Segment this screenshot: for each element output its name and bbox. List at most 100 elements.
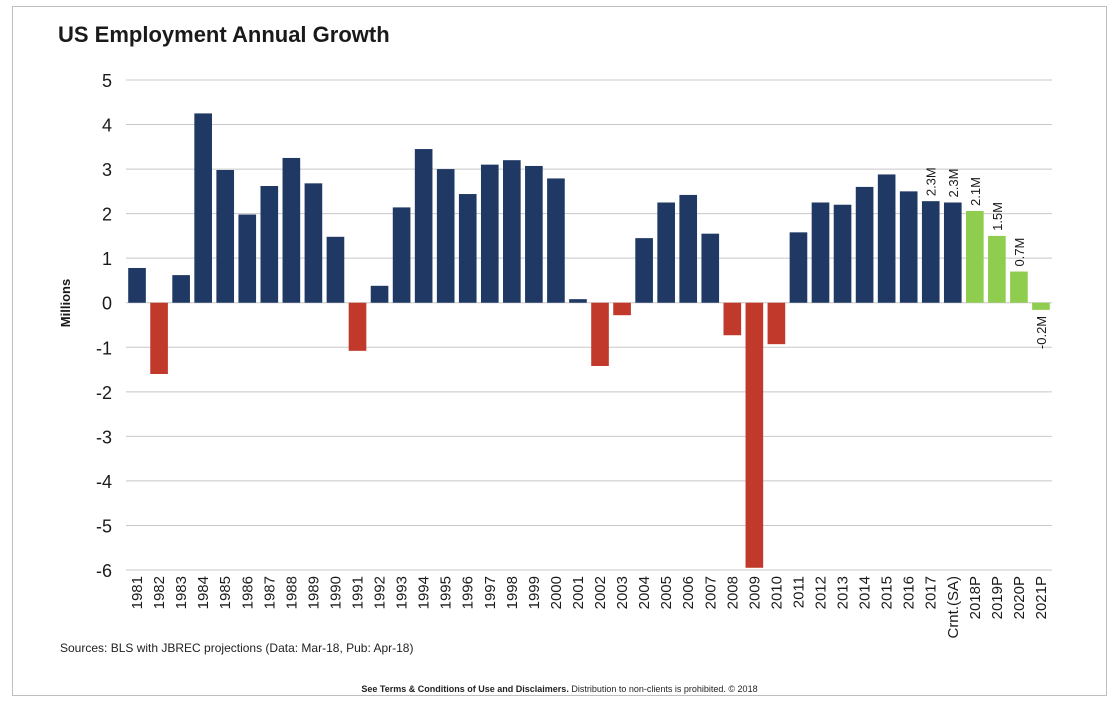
bar-1985 — [216, 169, 235, 303]
bar-1993 — [392, 207, 411, 303]
bar-2017 — [921, 201, 940, 303]
x-tick-label: 1997 — [482, 576, 499, 609]
y-tick-label: 2 — [102, 205, 112, 225]
bar-1987 — [260, 186, 279, 303]
x-tick-label: 1981 — [129, 576, 146, 609]
x-tick-label: 2017 — [923, 576, 940, 609]
bar-2006 — [679, 194, 698, 303]
data-label: -0.2M — [1034, 316, 1049, 349]
x-tick-label: 2010 — [768, 576, 785, 609]
bar-1994 — [414, 149, 433, 303]
y-tick-label: 5 — [102, 71, 112, 91]
bar-2001 — [569, 299, 587, 303]
bar-2020P — [1010, 271, 1028, 303]
x-tick-label: 1982 — [151, 576, 168, 609]
bar-2012 — [811, 202, 830, 303]
x-tick-label: 1994 — [416, 576, 433, 609]
bar-2016 — [899, 191, 918, 303]
bar-2019P — [988, 235, 1006, 303]
x-tick-label: 1989 — [305, 576, 322, 609]
bar-1986 — [238, 214, 257, 303]
x-tick-label: 1995 — [438, 576, 455, 609]
bar-1996 — [458, 194, 477, 303]
bars — [128, 113, 1050, 568]
x-tick-label: 2004 — [636, 576, 653, 609]
bar-1981 — [128, 267, 146, 303]
bar-Crnt.(SA) — [943, 202, 962, 303]
bar-2008 — [723, 302, 742, 336]
y-tick-label: -1 — [96, 338, 112, 358]
data-label: 2.3M — [946, 169, 961, 198]
x-tick-label: 1998 — [504, 576, 521, 609]
bar-2014 — [855, 186, 874, 303]
x-tick-label: 1988 — [283, 576, 300, 609]
x-tick-label: 1985 — [217, 576, 234, 609]
y-tick-label: 0 — [102, 294, 112, 314]
bar-2018P — [966, 210, 984, 303]
x-tick-label: 2013 — [835, 576, 852, 609]
x-tick-label: 1987 — [261, 576, 278, 609]
bar-1999 — [525, 165, 543, 303]
bar-2010 — [767, 302, 786, 345]
x-tick-label: 1993 — [394, 576, 411, 609]
x-tick-label: 2003 — [614, 576, 631, 609]
x-tick-label: 2018P — [967, 576, 984, 619]
bar-2013 — [833, 204, 852, 303]
x-tick-label: Crnt.(SA) — [945, 576, 962, 639]
bar-2009 — [745, 302, 764, 568]
data-label: 0.7M — [1012, 238, 1027, 267]
bar-1984 — [194, 113, 212, 303]
bar-2011 — [789, 232, 808, 303]
x-tick-label: 2021P — [1033, 576, 1050, 619]
x-tick-label: 1996 — [460, 576, 477, 609]
bar-2007 — [701, 233, 720, 303]
x-tick-label: 1986 — [239, 576, 256, 609]
x-tick-label: 1999 — [526, 576, 543, 609]
footer-notice: Distribution to non-clients is prohibite… — [571, 684, 758, 694]
footer-terms: See Terms & Conditions of Use and Discla… — [361, 684, 569, 694]
x-tick-label: 1983 — [173, 576, 190, 609]
x-tick-label: 2006 — [680, 576, 697, 609]
y-tick-label: -6 — [96, 561, 112, 581]
data-label: 2.1M — [968, 177, 983, 206]
x-tick-label: 2016 — [901, 576, 918, 609]
data-labels: 2.3M 2.3M 2.1M 1.5M 0.7M -0.2M — [924, 167, 1049, 349]
bar-1988 — [282, 157, 301, 303]
x-tick-label: 1984 — [195, 576, 212, 609]
y-tick-label: 1 — [102, 249, 112, 269]
bar-2000 — [547, 178, 565, 303]
x-tick-label: 2005 — [658, 576, 675, 609]
y-tick-label: 4 — [102, 116, 112, 136]
x-tick-label: 1991 — [350, 576, 367, 609]
x-tick-label: 2019P — [989, 576, 1006, 619]
y-tick-label: -5 — [96, 516, 112, 536]
x-tick-label: 1992 — [372, 576, 389, 609]
x-tick-label: 2001 — [570, 576, 587, 609]
x-tick-label: 2014 — [857, 576, 874, 609]
x-tick-label: 2015 — [879, 576, 896, 609]
bar-1991 — [348, 302, 367, 351]
x-axis-ticks: 1981 1982 1983 1984 1985 1986 1987 1988 1989 1990… — [129, 576, 1050, 639]
bar-2015 — [877, 174, 896, 303]
gridlines — [126, 79, 1052, 571]
y-tick-label: -3 — [96, 427, 112, 447]
bar-1995 — [436, 169, 455, 303]
x-tick-label: 2000 — [548, 576, 565, 609]
bar-1992 — [370, 285, 389, 303]
y-tick-label: 3 — [102, 160, 112, 180]
data-label: 2.3M — [924, 167, 939, 196]
y-axis-label: Millions — [58, 279, 73, 327]
footer: See Terms & Conditions of Use and Discla… — [0, 684, 1119, 694]
x-tick-label: 2008 — [724, 576, 741, 609]
bar-2002 — [591, 302, 609, 366]
bar-1982 — [150, 302, 168, 374]
x-tick-label: 2020P — [1011, 576, 1028, 619]
bar-1998 — [503, 160, 521, 303]
bar-1997 — [480, 164, 499, 303]
bar-1983 — [172, 275, 190, 303]
bar-1989 — [304, 183, 323, 303]
x-tick-label: 2007 — [702, 576, 719, 609]
bar-2005 — [657, 202, 675, 303]
x-tick-label: 1990 — [327, 576, 344, 609]
